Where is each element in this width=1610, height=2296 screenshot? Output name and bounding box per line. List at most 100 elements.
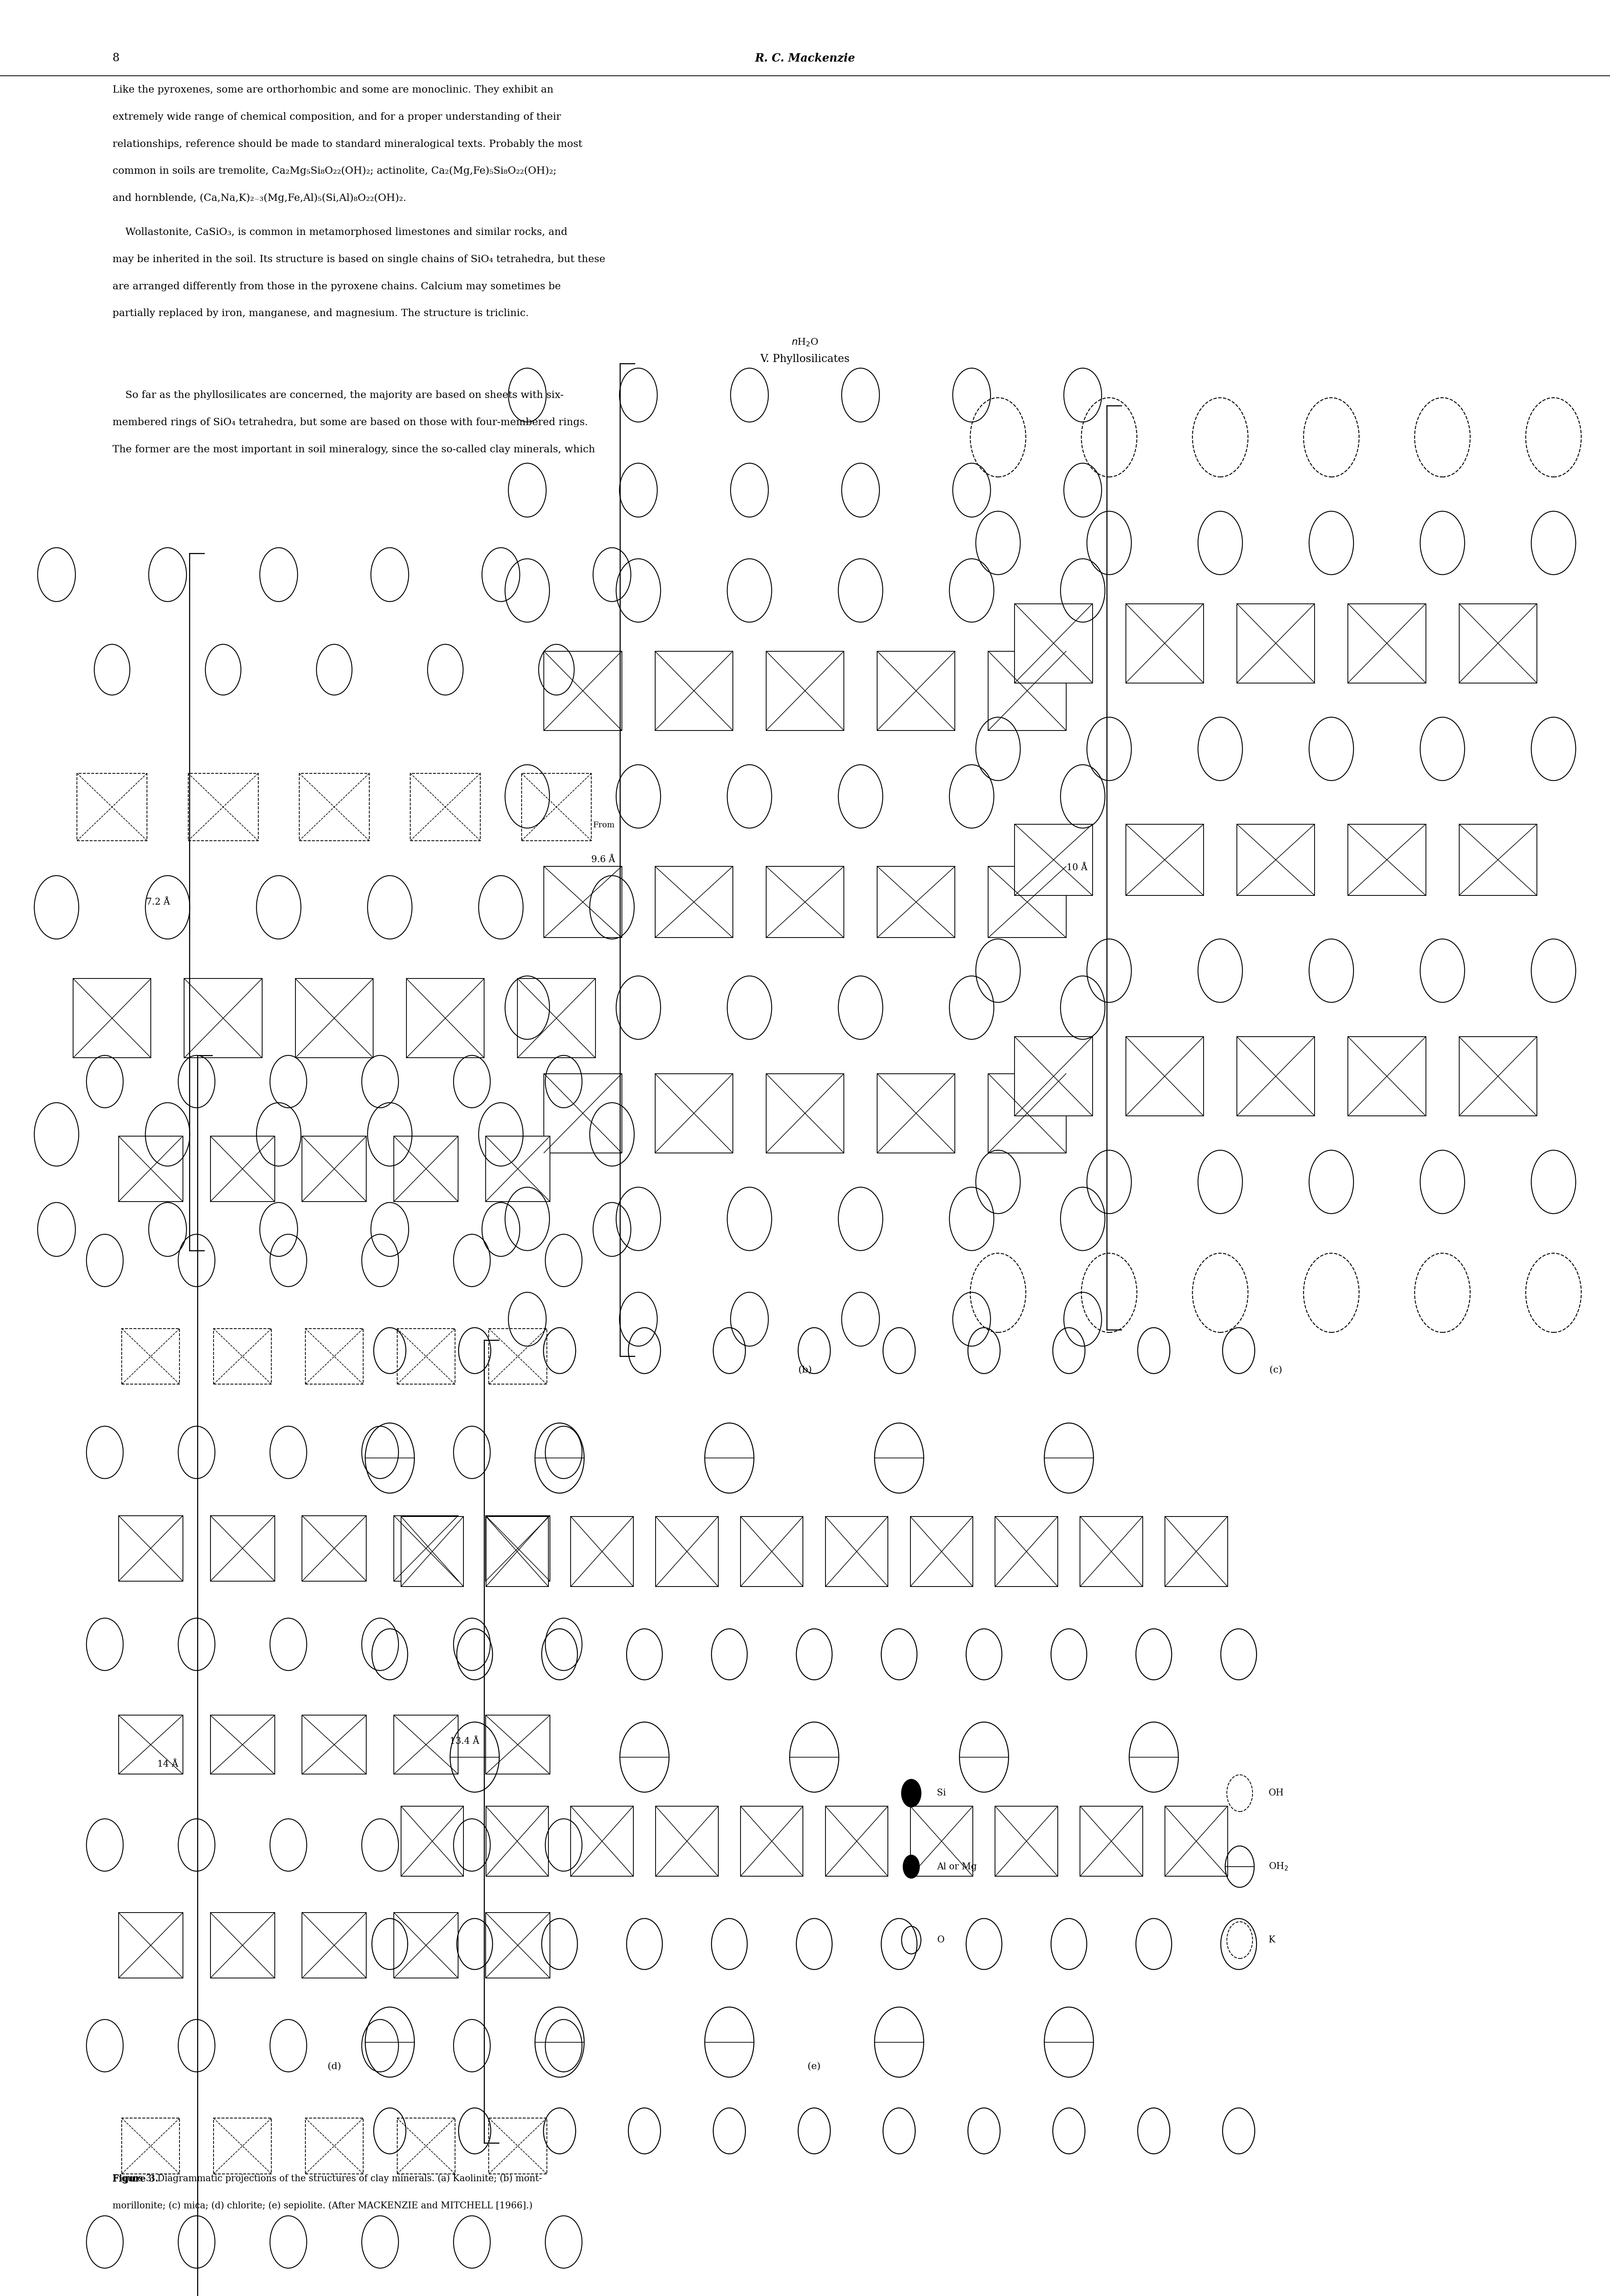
Bar	[1166, 1515, 1227, 1587]
Bar	[394, 1515, 459, 1582]
Text: morillonite; (c) mica; (d) chlorite; (e) sepiolite. (After MACKENZIE and MITCHEL: morillonite; (c) mica; (d) chlorite; (e)…	[113, 2202, 533, 2211]
Bar	[995, 1807, 1058, 1876]
Bar	[306, 1329, 364, 1384]
Bar	[398, 2119, 456, 2174]
Bar	[303, 1715, 367, 1775]
Bar	[1459, 1038, 1538, 1116]
Bar	[394, 1913, 459, 1979]
Bar	[741, 1515, 803, 1587]
Bar	[1080, 1807, 1143, 1876]
Bar	[910, 1807, 972, 1876]
Bar	[1236, 1038, 1315, 1116]
Bar	[989, 1075, 1066, 1153]
Text: O: O	[937, 1936, 945, 1945]
Bar	[211, 1715, 275, 1775]
Text: partially replaced by iron, manganese, and magnesium. The structure is triclinic: partially replaced by iron, manganese, a…	[113, 308, 530, 319]
Bar	[655, 1807, 718, 1876]
Bar	[122, 2119, 180, 2174]
Bar	[655, 866, 733, 937]
Text: common in soils are tremolite, Ca₂Mg₅Si₈O₂₂(OH)₂; actinolite, Ca₂(Mg,Fe)₅Si₈O₂₂(: common in soils are tremolite, Ca₂Mg₅Si₈…	[113, 165, 557, 177]
Bar	[766, 1075, 844, 1153]
Bar	[517, 978, 596, 1058]
Bar	[394, 1137, 459, 1201]
Bar	[303, 1137, 367, 1201]
Text: 10 Å: 10 Å	[1066, 863, 1087, 872]
Bar	[1080, 1515, 1143, 1587]
Bar	[295, 978, 374, 1058]
Bar	[214, 2119, 272, 2174]
Bar	[1125, 1038, 1204, 1116]
Bar	[1348, 824, 1426, 895]
Circle shape	[902, 1779, 921, 1807]
Text: Al or Mg: Al or Mg	[937, 1862, 977, 1871]
Bar	[214, 1329, 272, 1384]
Bar	[299, 774, 369, 840]
Bar	[655, 1515, 718, 1587]
Bar	[766, 652, 844, 730]
Bar	[489, 2119, 547, 2174]
Bar	[211, 1515, 275, 1582]
Bar	[877, 652, 955, 730]
Text: (a): (a)	[327, 1366, 341, 1375]
Bar	[522, 774, 591, 840]
Bar	[119, 1137, 184, 1201]
Bar	[1236, 604, 1315, 682]
Bar	[184, 978, 262, 1058]
Circle shape	[903, 1855, 919, 1878]
Text: 7.2 Å: 7.2 Å	[147, 898, 171, 907]
Bar	[486, 1913, 551, 1979]
Bar	[570, 1515, 633, 1587]
Bar	[1348, 1038, 1426, 1116]
Bar	[122, 1329, 180, 1384]
Text: So far as the phyllosilicates are concerned, the majority are based on sheets wi: So far as the phyllosilicates are concer…	[113, 390, 563, 400]
Text: (c): (c)	[1269, 1366, 1282, 1375]
Bar	[211, 1137, 275, 1201]
Bar	[1125, 824, 1204, 895]
Bar	[401, 1515, 464, 1587]
Text: Wollastonite, CaSiO₃, is common in metamorphosed limestones and similar rocks, a: Wollastonite, CaSiO₃, is common in metam…	[113, 227, 568, 236]
Text: 8: 8	[113, 53, 119, 64]
Bar	[401, 1807, 464, 1876]
Text: From: From	[592, 822, 615, 829]
Bar	[486, 1807, 549, 1876]
Bar	[72, 978, 151, 1058]
Bar	[766, 866, 844, 937]
Bar	[544, 652, 621, 730]
Bar	[486, 1137, 551, 1201]
Text: and hornblende, (Ca,Na,K)₂₋₃(Mg,Fe,Al)₅(Si,Al)₈O₂₂(OH)₂.: and hornblende, (Ca,Na,K)₂₋₃(Mg,Fe,Al)₅(…	[113, 193, 406, 202]
Bar	[1125, 604, 1204, 682]
Bar	[544, 1075, 621, 1153]
Bar	[877, 1075, 955, 1153]
Text: V. Phyllosilicates: V. Phyllosilicates	[760, 354, 850, 365]
Bar	[910, 1515, 972, 1587]
Bar	[741, 1807, 803, 1876]
Bar	[119, 1515, 184, 1582]
Bar	[486, 1515, 551, 1582]
Bar	[989, 652, 1066, 730]
Bar	[1236, 824, 1315, 895]
Bar	[398, 1329, 456, 1384]
Text: (e): (e)	[808, 2062, 821, 2071]
Bar	[77, 774, 147, 840]
Bar	[826, 1515, 889, 1587]
Bar	[119, 1913, 184, 1979]
Bar	[211, 1913, 275, 1979]
Bar	[544, 866, 621, 937]
Bar	[306, 2119, 364, 2174]
Text: 13.4 Å: 13.4 Å	[449, 1738, 480, 1745]
Text: K: K	[1269, 1936, 1275, 1945]
Bar	[826, 1807, 889, 1876]
Text: 14 Å: 14 Å	[158, 1761, 179, 1768]
Text: The former are the most important in soil mineralogy, since the so-called clay m: The former are the most important in soi…	[113, 445, 596, 455]
Text: Si: Si	[937, 1789, 947, 1798]
Text: Figure 3. Diagrammatic projections of the structures of clay minerals. (a) Kaoli: Figure 3. Diagrammatic projections of th…	[113, 2174, 543, 2183]
Text: R. C. Mackenzie: R. C. Mackenzie	[755, 53, 855, 64]
Bar	[394, 1715, 459, 1775]
Bar	[486, 1515, 549, 1587]
Text: (b): (b)	[799, 1366, 811, 1375]
Text: Like the pyroxenes, some are orthorhombic and some are monoclinic. They exhibit : Like the pyroxenes, some are orthorhombi…	[113, 85, 554, 94]
Bar	[655, 652, 733, 730]
Text: (d): (d)	[327, 2062, 341, 2071]
Text: OH$_2$: OH$_2$	[1269, 1862, 1288, 1871]
Bar	[989, 866, 1066, 937]
